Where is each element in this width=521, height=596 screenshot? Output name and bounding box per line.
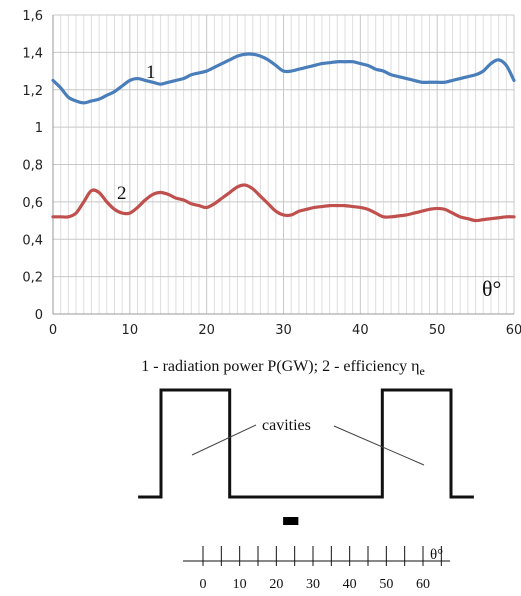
chart-tick-labels: 0 0,2 0,4 0,6 0,8 1 1,2 1,4 1,6 0 10 20 30 40 50 60 — [22, 9, 521, 338]
x-tick-label: 0 — [49, 323, 57, 338]
x-tick-label: 20 — [198, 323, 215, 338]
beam-marker — [283, 517, 299, 525]
cavity-pointer-right — [333, 425, 425, 466]
y-tick-label: 0,8 — [22, 159, 43, 174]
series-1-label: 1 — [146, 62, 156, 83]
scale-tick-label: 60 — [416, 577, 430, 592]
y-tick-label: 0,2 — [22, 271, 43, 286]
x-tick-label: 60 — [506, 323, 521, 338]
caption-subscript: e — [419, 364, 424, 378]
scale-tick-label: 0 — [200, 577, 207, 592]
x-tick-label: 10 — [122, 323, 139, 338]
scale-tick-label: 30 — [306, 577, 320, 592]
x-tick-label: 40 — [352, 323, 369, 338]
chart-grid — [52, 14, 515, 315]
y-tick-label: 1,6 — [22, 9, 43, 24]
scale-tick-label: 10 — [233, 577, 247, 592]
scale-tick-label: 50 — [379, 577, 393, 592]
cavities-label: cavities — [262, 417, 311, 434]
x-tick-label: 50 — [429, 323, 446, 338]
cavity-diagram: 0 10 20 30 40 50 60 — [138, 388, 474, 592]
y-tick-label: 1 — [35, 121, 43, 136]
cavity-pointer-left — [191, 424, 257, 456]
y-tick-label: 1,4 — [22, 46, 43, 61]
y-tick-label: 0,6 — [22, 196, 43, 211]
series-2-label: 2 — [117, 183, 127, 204]
scale-theta-symbol: θ° — [430, 547, 443, 563]
cavity-profile — [138, 388, 474, 499]
theta-axis-symbol: θ° — [482, 276, 501, 301]
scale-tick-label: 40 — [343, 577, 357, 592]
series-2-line — [51, 183, 516, 223]
chart-caption: 1 - radiation power P(GW); 2 - efficienc… — [141, 358, 425, 378]
chart-series — [51, 52, 516, 223]
x-tick-label: 30 — [275, 323, 292, 338]
y-tick-label: 0 — [35, 308, 43, 323]
caption-main: 1 - radiation power P(GW); 2 - efficienc… — [141, 358, 419, 375]
scale-tick-label: 20 — [269, 577, 283, 592]
y-tick-label: 0,4 — [22, 233, 43, 248]
y-tick-label: 1,2 — [22, 84, 43, 99]
series-1-line — [51, 52, 516, 105]
